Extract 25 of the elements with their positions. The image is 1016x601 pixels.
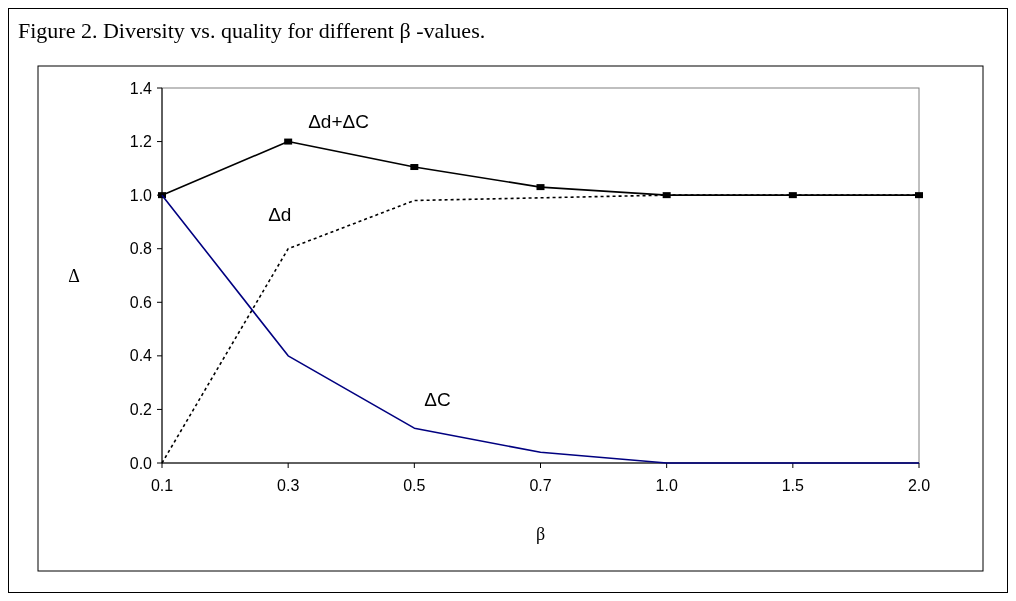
y-tick-label: 1.2 (129, 133, 153, 151)
x-tick-label: 2.0 (907, 477, 931, 494)
y-tick-label: 0.2 (129, 401, 153, 419)
x-tick-label: 0.5 (403, 477, 426, 494)
y-tick-label: 0.8 (129, 240, 153, 258)
point (536, 184, 545, 191)
y-axis-title: Δ (68, 265, 80, 286)
x-tick-label: 0.1 (150, 477, 174, 494)
y-tick-label: 0.6 (129, 293, 153, 311)
x-axis-title: β (535, 524, 546, 544)
series-label: ΔC (424, 389, 451, 411)
chart-title: Figure 2. Diversity vs. quality for different β -values. (18, 18, 486, 43)
x-tick-label: 0.7 (529, 477, 552, 494)
point (410, 164, 419, 171)
y-tick-label: 0.4 (129, 347, 153, 365)
y-tick-label: 0.0 (129, 454, 153, 472)
x-tick-label: 0.3 (277, 477, 300, 494)
point (915, 192, 923, 199)
point (284, 138, 293, 145)
series-label: Δd (268, 203, 292, 225)
y-tick-label: 1.4 (129, 79, 153, 97)
y-tick-label: 1.0 (129, 186, 153, 204)
x-tick-label: 1.5 (781, 477, 805, 494)
x-tick-label: 1.0 (655, 477, 678, 494)
series-label: Δd+ΔC (308, 110, 369, 132)
